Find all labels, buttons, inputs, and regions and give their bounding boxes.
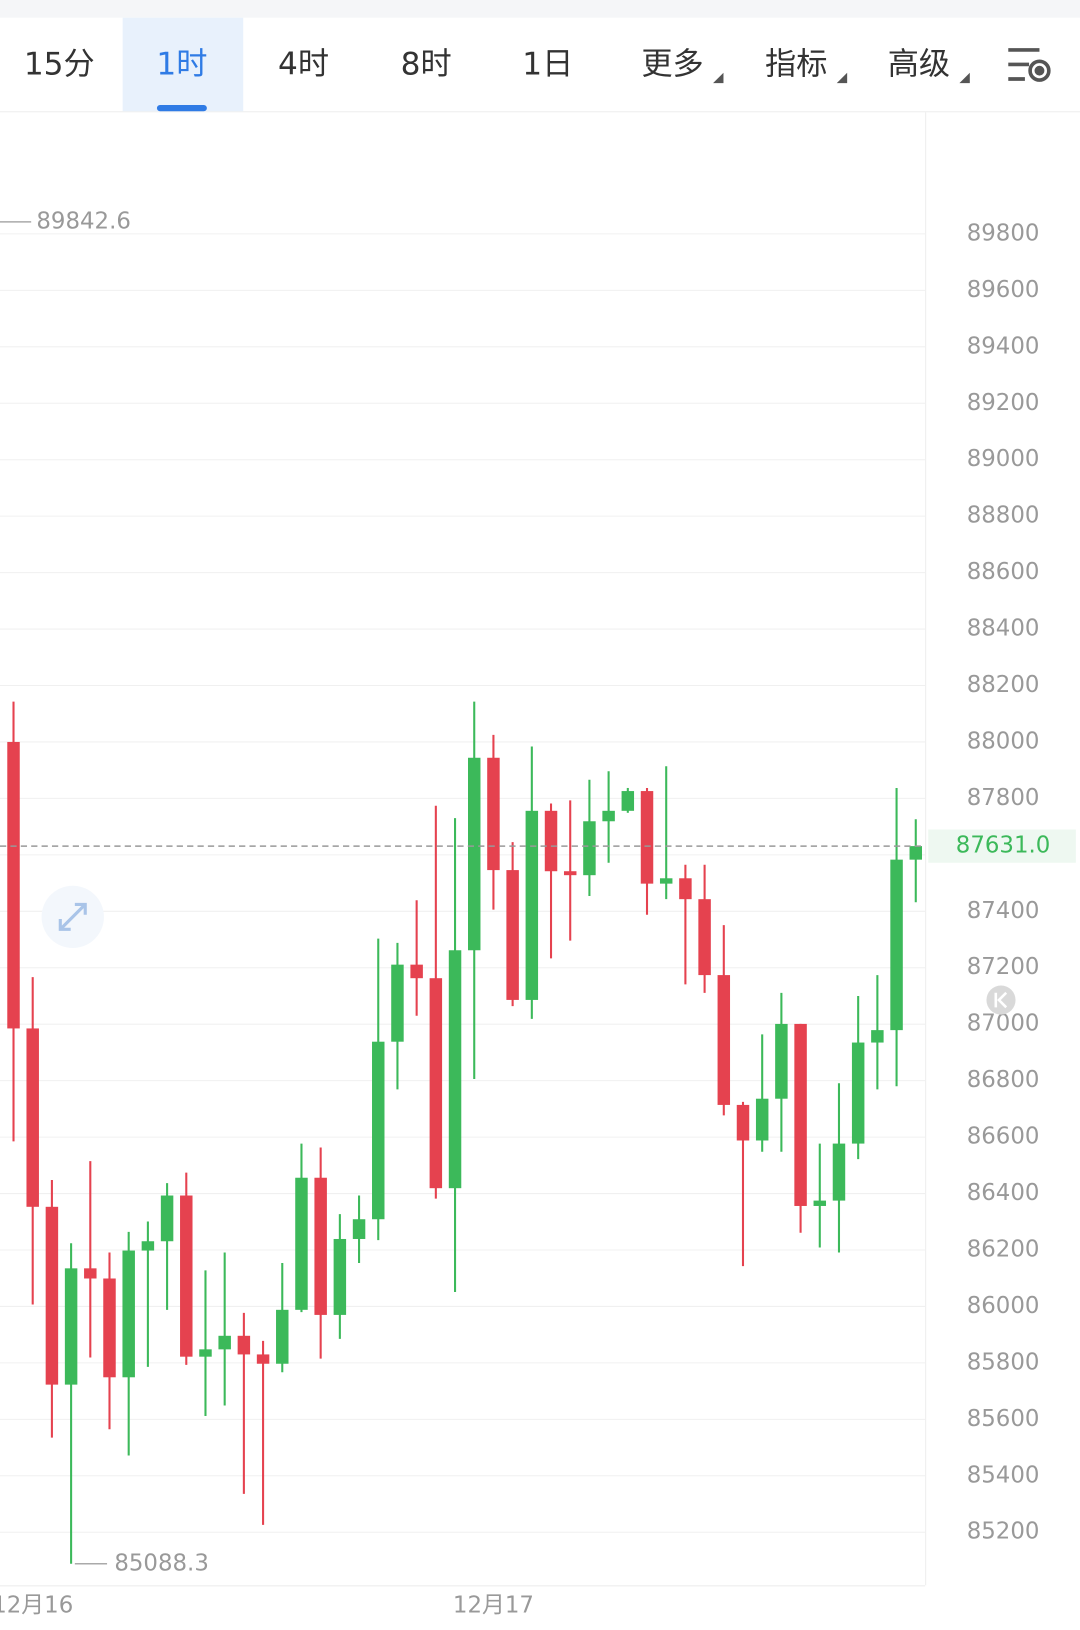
candle-body <box>679 878 692 900</box>
status-strip <box>0 0 1080 18</box>
y-tick-label: 85400 <box>967 1462 1040 1488</box>
tab[interactable]: 1日 <box>522 46 573 82</box>
annotation-label: 89842.6 <box>36 208 131 234</box>
settings-icon[interactable] <box>1008 48 1051 82</box>
candle-body <box>372 1041 385 1220</box>
candle-body <box>506 870 519 1000</box>
candle-body <box>276 1309 289 1364</box>
active-tab-indicator <box>156 104 207 112</box>
y-tick-label: 89200 <box>967 390 1040 416</box>
last-price-box <box>928 829 1076 863</box>
candle-body <box>141 1241 155 1251</box>
y-tick-label: 87200 <box>967 954 1040 980</box>
y-tick-label: 88400 <box>967 616 1040 642</box>
candle-body <box>909 846 923 860</box>
y-tick-label: 86800 <box>967 1067 1040 1093</box>
candle-body <box>391 964 404 1042</box>
candle-body <box>333 1238 347 1315</box>
x-tick-label: 12月16 <box>0 1593 73 1619</box>
tab[interactable]: 15分 <box>24 46 95 82</box>
y-tick-label: 88000 <box>967 728 1040 754</box>
candle-body <box>160 1195 174 1242</box>
tab[interactable]: 8时 <box>401 46 452 82</box>
candle-body <box>448 950 462 1189</box>
candle-body <box>583 821 596 876</box>
candle-body <box>563 871 577 876</box>
x-tick-label: 12月17 <box>453 1593 534 1619</box>
candle-body <box>736 1104 750 1141</box>
candle-body <box>487 757 500 871</box>
candle-body <box>871 1030 884 1043</box>
y-tick-label: 89000 <box>967 446 1040 472</box>
candle-body <box>659 878 673 884</box>
candle-body <box>544 810 558 872</box>
candle-body <box>352 1219 366 1239</box>
tab[interactable]: 高级 <box>888 46 950 82</box>
candle-body <box>621 791 635 811</box>
candle-body <box>26 1028 39 1207</box>
candle-body <box>525 810 539 1000</box>
candle-body <box>410 964 423 979</box>
candle-body <box>890 859 903 1031</box>
candle-body <box>717 975 731 1105</box>
candle-body <box>314 1177 327 1315</box>
dropdown-caret <box>836 72 848 84</box>
plot: 85200 85400 85600 85800 86000 86200 86400 86600… <box>0 208 1076 1619</box>
candle-body <box>64 1268 78 1385</box>
y-tick-label: 85600 <box>967 1406 1040 1432</box>
y-tick-label: 86200 <box>967 1236 1040 1262</box>
candle-body <box>295 1177 308 1310</box>
candle-body <box>180 1195 193 1357</box>
tab[interactable]: 1时 <box>156 46 207 82</box>
expand-button[interactable] <box>41 885 104 949</box>
candle-body <box>429 978 443 1189</box>
y-tick-label: 88800 <box>967 503 1040 529</box>
scroll-latest-button[interactable] <box>986 985 1016 1015</box>
y-tick-label: 87000 <box>967 1011 1040 1037</box>
candle-body <box>84 1268 97 1279</box>
y-tick-label: 88600 <box>967 559 1040 585</box>
dropdown-caret <box>713 72 724 84</box>
y-tick-label: 88200 <box>967 672 1040 698</box>
candle-body <box>775 1023 788 1099</box>
y-tick-label: 87400 <box>967 898 1040 924</box>
y-tick-label: 89600 <box>967 277 1040 303</box>
candle-body <box>813 1200 827 1206</box>
candle-body <box>794 1023 807 1206</box>
candle-body <box>7 741 20 1029</box>
y-tick-label: 87800 <box>967 785 1040 811</box>
candle-body <box>237 1335 251 1355</box>
dropdown-caret <box>959 72 970 84</box>
candle-body <box>468 757 481 951</box>
y-tick-label: 85800 <box>967 1349 1040 1375</box>
tab-bar: 15分 1时 4时 8时 1日 更多 指标 高级 <box>24 17 970 112</box>
candle-body <box>832 1143 846 1201</box>
candle-body <box>103 1278 116 1378</box>
candle-body <box>218 1335 231 1350</box>
tab[interactable]: 指标 <box>765 46 827 82</box>
annotation-label: 85088.3 <box>114 1550 209 1576</box>
y-tick-label: 89400 <box>967 333 1040 359</box>
candle-body <box>256 1354 270 1364</box>
y-tick-label: 89800 <box>967 220 1040 246</box>
candle-body <box>45 1206 59 1385</box>
candle-body <box>122 1250 135 1378</box>
y-tick-label: 86600 <box>967 1124 1040 1150</box>
candle-body <box>851 1042 865 1144</box>
tab[interactable]: 更多 <box>641 46 703 82</box>
last-price-label: 87631.0 <box>956 833 1051 859</box>
candle-body <box>640 791 654 884</box>
y-tick-label: 86400 <box>967 1180 1040 1206</box>
candle-body <box>755 1098 769 1141</box>
y-tick-label: 86000 <box>967 1293 1040 1319</box>
tab[interactable]: 4时 <box>278 46 329 82</box>
candle-body <box>602 810 615 822</box>
y-tick-label: 85200 <box>967 1519 1040 1545</box>
candle-body <box>199 1349 212 1357</box>
active-tab-bg <box>122 17 244 112</box>
candle-body <box>698 899 711 976</box>
